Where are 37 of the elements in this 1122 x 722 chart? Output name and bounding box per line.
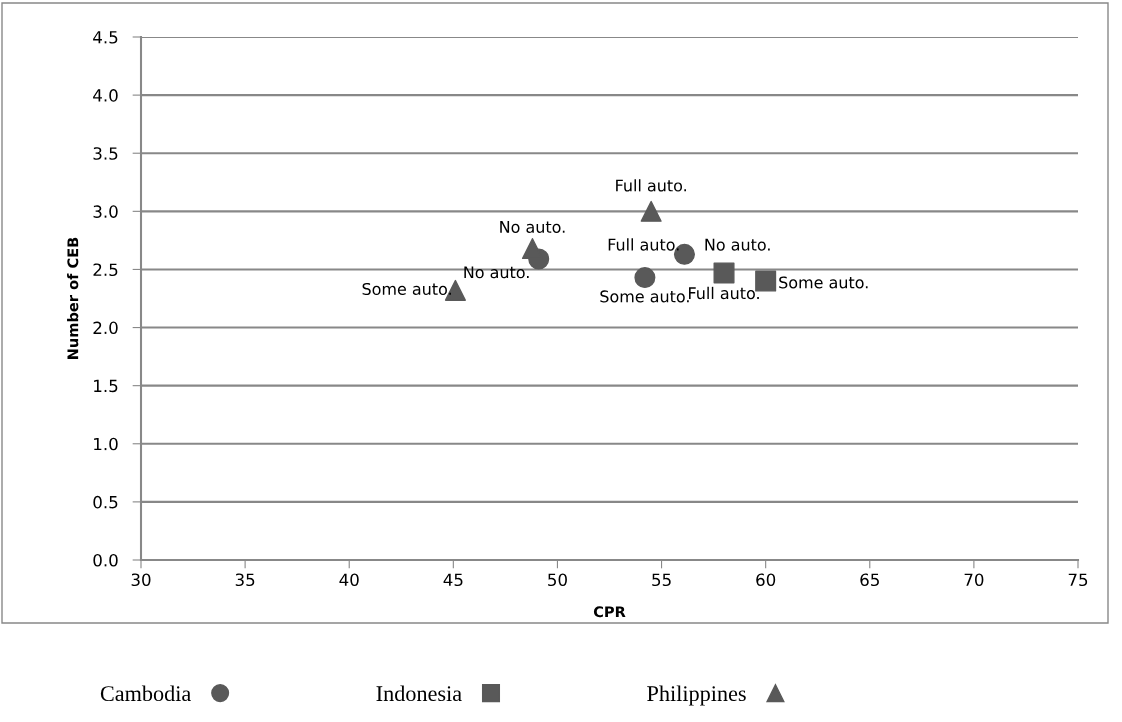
x-tick-label: 70 (964, 573, 984, 587)
y-tick-label: 2.0 (93, 321, 118, 335)
y-axis-title: Number of CEB (67, 237, 79, 359)
y-tick-label: 0.5 (93, 495, 118, 509)
x-tick-label: 40 (339, 573, 359, 587)
legend-label: Philippines (647, 685, 746, 706)
annotation: Some auto. (362, 282, 451, 295)
y-tick-label: 0.0 (93, 553, 118, 567)
annotation: Full auto. (616, 179, 686, 192)
annotation: No auto. (464, 266, 529, 279)
x-tick-label: 50 (548, 573, 567, 587)
point (640, 200, 662, 222)
annotation: Full auto. (608, 238, 679, 251)
annotation: No auto. (500, 221, 565, 233)
y-tick-label: 1.5 (94, 379, 118, 393)
x-tick-label: 65 (860, 573, 879, 587)
legend-label: Indonesia (376, 685, 462, 702)
y-tick-label: 2.5 (93, 263, 118, 277)
annotation: No auto. (705, 238, 770, 251)
x-tick-label: 45 (443, 573, 463, 587)
y-tick-label: 3.0 (93, 205, 118, 218)
annotation: Some auto. (779, 276, 868, 289)
point (713, 262, 735, 284)
x-tick-label: 35 (235, 573, 255, 587)
x-tick-label: 75 (1068, 573, 1088, 587)
y-tick-label: 4.0 (93, 89, 118, 102)
y-tick-label: 4.5 (93, 31, 118, 44)
legend-label: Cambodia (100, 685, 191, 702)
x-tick-label: 55 (652, 573, 671, 587)
point (634, 267, 656, 289)
annotation: Some auto. (600, 290, 689, 303)
x-tick-label: 60 (756, 573, 776, 587)
y-tick-label: 1.0 (94, 437, 118, 451)
y-tick-label: 3.5 (93, 147, 118, 160)
x-axis-title: CPR (593, 606, 626, 618)
annotation: Full auto. (689, 286, 759, 300)
x-tick-label: 30 (131, 573, 151, 587)
